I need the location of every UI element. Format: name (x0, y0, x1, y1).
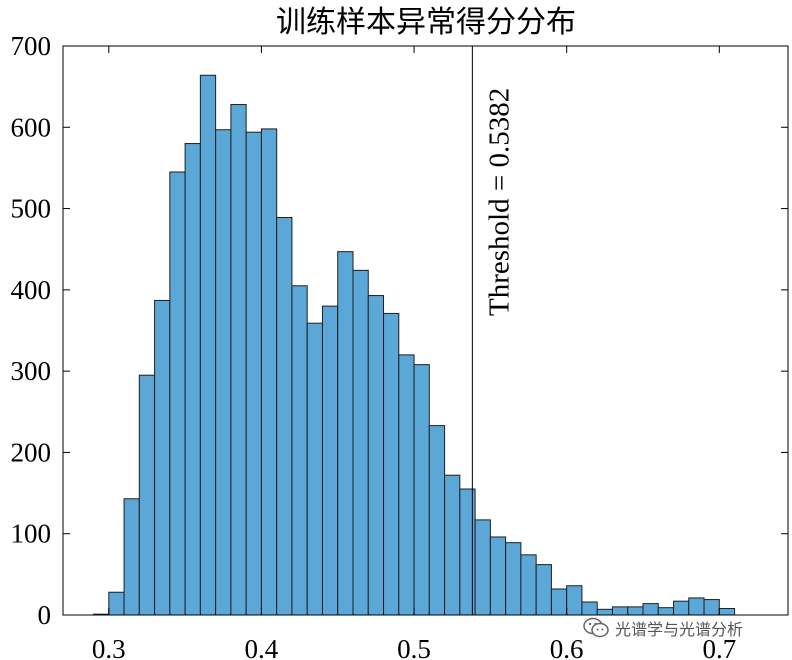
histogram-bar (108, 591, 125, 616)
threshold-label: Threshold = 0.5382 (483, 88, 515, 316)
histogram-bar (215, 129, 232, 616)
histogram-bar (123, 498, 140, 616)
ticks-group: 0.3 0.4 0.5 0.6 0.7 0 100 200 300 400 500 600 700 (11, 31, 788, 660)
histogram-bar (535, 564, 552, 616)
histogram-bar (550, 588, 568, 616)
histogram-bar (276, 217, 293, 616)
plot-frame (62, 45, 789, 616)
histogram-bar (352, 269, 369, 616)
watermark-text: 光谱学与光谱分析 (615, 620, 744, 639)
x-tick-label: 0.6 (550, 634, 584, 660)
histogram-bar (199, 74, 217, 616)
histogram-bar (566, 585, 583, 616)
histogram-bar (718, 607, 736, 616)
histogram-bar (611, 606, 629, 616)
histogram-bar (596, 608, 613, 616)
histogram-bar (154, 299, 171, 616)
histogram-bar (673, 600, 690, 616)
histogram-bar (306, 322, 323, 616)
histogram-bar (138, 374, 156, 616)
histogram-bar (230, 104, 247, 616)
x-tick-label: 0.5 (397, 634, 431, 660)
y-tick-label: 700 (11, 31, 52, 61)
histogram-bar (703, 599, 720, 616)
chart-title: 训练样本异常得分分布 (276, 5, 576, 40)
y-tick-label: 0 (38, 600, 52, 630)
histogram-bar (169, 171, 186, 616)
histogram-bar (291, 285, 308, 616)
histogram-bar (367, 295, 385, 616)
y-tick-label: 200 (11, 437, 52, 467)
x-tick-label: 0.7 (702, 634, 736, 660)
histogram-bar (520, 554, 537, 616)
wechat-icon (583, 617, 609, 638)
histogram-bar (474, 519, 491, 616)
y-tick-label: 400 (11, 275, 52, 305)
y-tick-label: 300 (11, 356, 52, 386)
histogram-bar (428, 425, 446, 616)
histogram-bar (398, 354, 415, 616)
histogram-bar (657, 607, 675, 616)
histogram-bar (413, 364, 430, 616)
x-tick-label: 0.3 (92, 634, 126, 660)
histogram-bar (245, 131, 262, 616)
histogram-bar (642, 603, 659, 616)
histogram-bar (184, 143, 201, 616)
histogram-bar (383, 312, 400, 616)
threshold-group: Threshold = 0.5382 (471, 46, 515, 615)
histogram-bar (688, 597, 705, 616)
axes-group (62, 45, 789, 616)
histogram-bar (444, 474, 461, 616)
bars-group (93, 74, 736, 616)
histogram-bar (489, 536, 507, 616)
histogram-bar (627, 606, 644, 616)
x-tick-label: 0.4 (245, 634, 279, 660)
histogram-bar (581, 601, 598, 616)
histogram-bar (505, 542, 522, 616)
y-tick-label: 500 (11, 194, 52, 224)
y-tick-label: 100 (11, 519, 52, 549)
histogram-bar (321, 305, 339, 616)
histogram-bar (337, 251, 354, 616)
y-tick-label: 600 (11, 112, 52, 142)
histogram-bar (260, 128, 278, 616)
watermark: 光谱学与光谱分析 (583, 616, 743, 640)
